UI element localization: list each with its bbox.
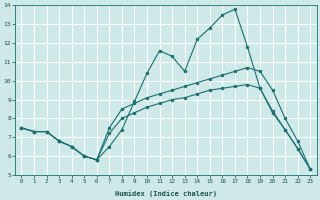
X-axis label: Humidex (Indice chaleur): Humidex (Indice chaleur) (115, 190, 217, 197)
